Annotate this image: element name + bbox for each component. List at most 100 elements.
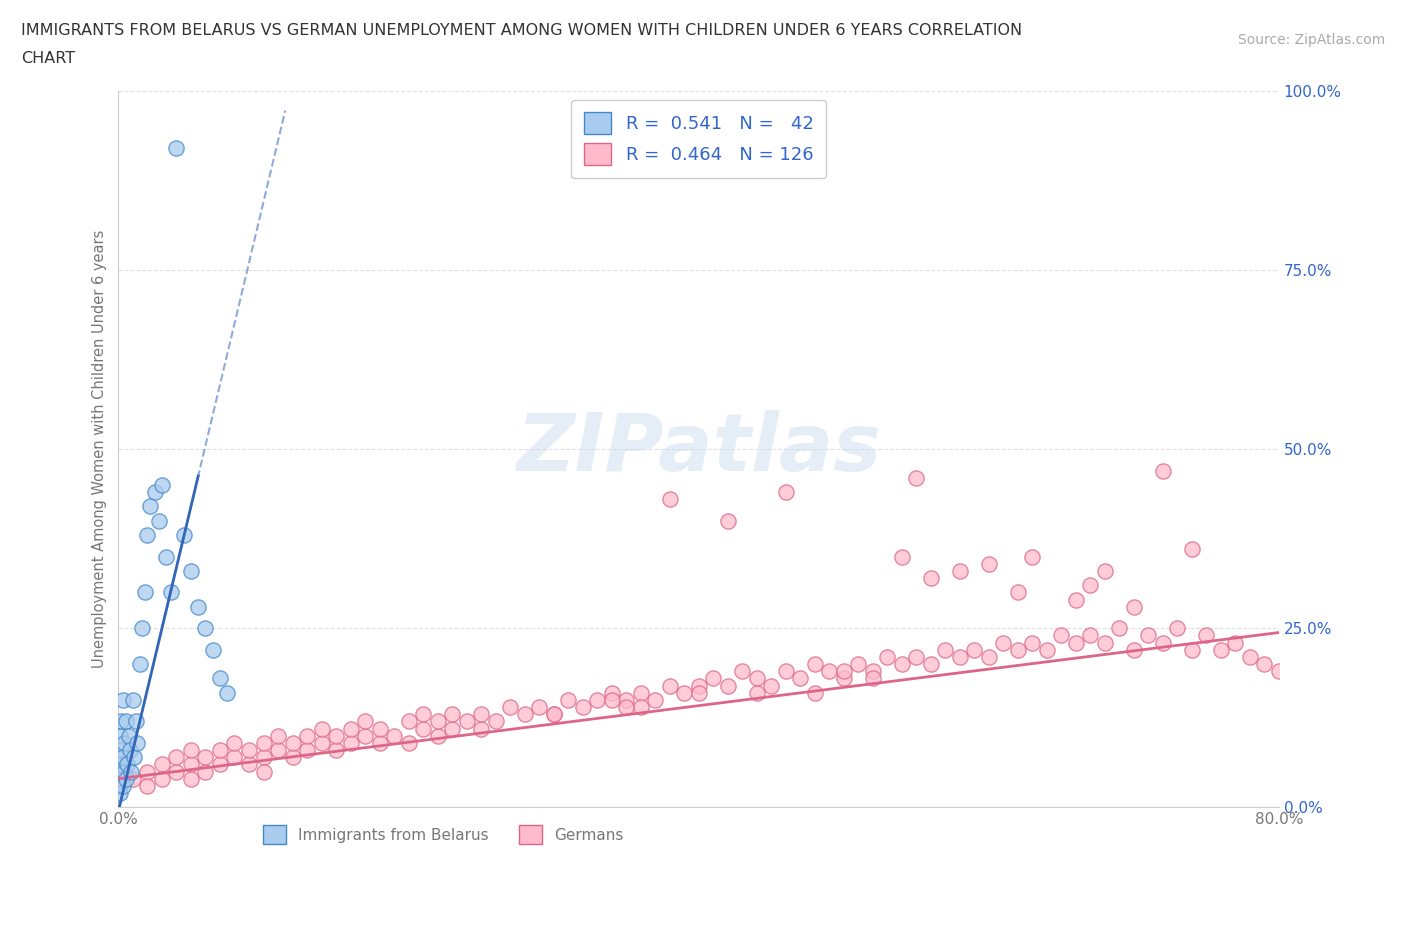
Point bbox=[108, 750, 131, 764]
Point bbox=[110, 743, 132, 758]
Point bbox=[557, 693, 579, 708]
Point bbox=[194, 621, 217, 636]
Point bbox=[117, 728, 139, 743]
Point bbox=[208, 671, 231, 685]
Point bbox=[470, 721, 492, 736]
Point bbox=[194, 750, 217, 764]
Point bbox=[155, 549, 177, 564]
Point bbox=[745, 671, 768, 685]
Point bbox=[775, 664, 797, 679]
Point bbox=[731, 664, 754, 679]
Point bbox=[208, 757, 231, 772]
Point bbox=[238, 743, 260, 758]
Point bbox=[108, 728, 131, 743]
Point bbox=[108, 764, 131, 779]
Point bbox=[295, 728, 318, 743]
Point bbox=[745, 685, 768, 700]
Point bbox=[148, 513, 170, 528]
Point bbox=[1209, 643, 1232, 658]
Point bbox=[717, 678, 740, 693]
Point bbox=[252, 750, 274, 764]
Point bbox=[846, 657, 869, 671]
Text: IMMIGRANTS FROM BELARUS VS GERMAN UNEMPLOYMENT AMONG WOMEN WITH CHILDREN UNDER 6: IMMIGRANTS FROM BELARUS VS GERMAN UNEMPL… bbox=[21, 23, 1022, 38]
Point bbox=[934, 643, 956, 658]
Point bbox=[832, 664, 855, 679]
Point bbox=[1122, 599, 1144, 614]
Point bbox=[129, 657, 152, 671]
Text: ZIPatlas: ZIPatlas bbox=[516, 410, 882, 488]
Point bbox=[110, 771, 132, 786]
Point bbox=[166, 140, 188, 155]
Point bbox=[658, 492, 681, 507]
Point bbox=[1050, 628, 1073, 643]
Point bbox=[412, 707, 434, 722]
Point bbox=[1181, 542, 1204, 557]
Point bbox=[993, 635, 1015, 650]
Point bbox=[111, 693, 134, 708]
Point bbox=[630, 699, 652, 714]
Point bbox=[125, 714, 148, 729]
Point bbox=[673, 685, 696, 700]
Point bbox=[136, 764, 159, 779]
Point bbox=[1268, 664, 1291, 679]
Point bbox=[614, 699, 637, 714]
Point bbox=[977, 556, 1000, 571]
Point bbox=[173, 527, 195, 542]
Point bbox=[111, 750, 134, 764]
Point bbox=[717, 513, 740, 528]
Point bbox=[470, 707, 492, 722]
Point bbox=[114, 714, 136, 729]
Point bbox=[977, 649, 1000, 664]
Point bbox=[118, 743, 141, 758]
Point bbox=[339, 736, 361, 751]
Point bbox=[1078, 578, 1101, 592]
Point bbox=[630, 685, 652, 700]
Point bbox=[180, 743, 202, 758]
Point bbox=[267, 728, 290, 743]
Point bbox=[325, 743, 347, 758]
Point bbox=[658, 678, 681, 693]
Point bbox=[1225, 635, 1247, 650]
Point bbox=[111, 778, 134, 793]
Point bbox=[150, 771, 173, 786]
Point bbox=[136, 778, 159, 793]
Point bbox=[543, 707, 565, 722]
Point bbox=[114, 771, 136, 786]
Point bbox=[1108, 621, 1130, 636]
Point bbox=[1021, 549, 1043, 564]
Point bbox=[115, 757, 138, 772]
Point bbox=[1166, 621, 1188, 636]
Point bbox=[862, 664, 884, 679]
Point bbox=[217, 685, 239, 700]
Point bbox=[832, 671, 855, 685]
Point bbox=[527, 699, 550, 714]
Point bbox=[131, 621, 153, 636]
Point bbox=[789, 671, 811, 685]
Point bbox=[112, 764, 135, 779]
Point bbox=[252, 764, 274, 779]
Point bbox=[368, 721, 391, 736]
Point bbox=[499, 699, 522, 714]
Point bbox=[1094, 564, 1116, 578]
Point bbox=[208, 743, 231, 758]
Point bbox=[600, 685, 623, 700]
Point bbox=[484, 714, 506, 729]
Point bbox=[456, 714, 478, 729]
Point bbox=[890, 657, 912, 671]
Point bbox=[122, 771, 145, 786]
Point bbox=[920, 571, 942, 586]
Point bbox=[127, 736, 149, 751]
Point bbox=[702, 671, 724, 685]
Point bbox=[134, 585, 156, 600]
Point bbox=[1181, 643, 1204, 658]
Point bbox=[187, 599, 209, 614]
Point bbox=[890, 549, 912, 564]
Point bbox=[426, 714, 449, 729]
Point bbox=[1021, 635, 1043, 650]
Point bbox=[180, 757, 202, 772]
Point bbox=[1137, 628, 1160, 643]
Point bbox=[688, 678, 710, 693]
Point bbox=[441, 721, 464, 736]
Point bbox=[1253, 657, 1275, 671]
Point bbox=[1007, 643, 1029, 658]
